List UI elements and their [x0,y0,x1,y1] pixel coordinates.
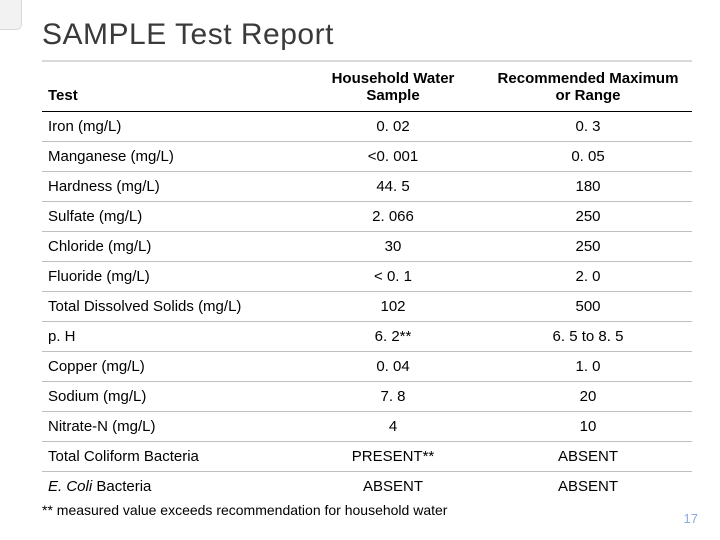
cell-sample: 30 [302,231,484,261]
test-report-table: Test Household Water Sample Recommended … [42,66,692,501]
cell-recommended: ABSENT [484,441,692,471]
cell-test: Hardness (mg/L) [42,171,302,201]
cell-test: Nitrate-N (mg/L) [42,411,302,441]
cell-recommended: 180 [484,171,692,201]
cell-test: Total Dissolved Solids (mg/L) [42,291,302,321]
cell-recommended: 500 [484,291,692,321]
table-row: Copper (mg/L)0. 041. 0 [42,351,692,381]
page-title: SAMPLE Test Report [42,18,692,52]
table-row: Manganese (mg/L)<0. 0010. 05 [42,141,692,171]
cell-sample: 44. 5 [302,171,484,201]
cell-sample: 2. 066 [302,201,484,231]
cell-test: Manganese (mg/L) [42,141,302,171]
cell-sample: ABSENT [302,471,484,501]
side-tab [0,0,22,30]
cell-test: Copper (mg/L) [42,351,302,381]
cell-test: Iron (mg/L) [42,111,302,141]
cell-test: Total Coliform Bacteria [42,441,302,471]
cell-sample: 0. 02 [302,111,484,141]
cell-test: E. Coli Bacteria [42,471,302,501]
cell-recommended: 6. 5 to 8. 5 [484,321,692,351]
table-row: Sulfate (mg/L)2. 066250 [42,201,692,231]
page-number: 17 [684,511,698,526]
table-row: E. Coli BacteriaABSENTABSENT [42,471,692,501]
cell-test: Sodium (mg/L) [42,381,302,411]
cell-test: Chloride (mg/L) [42,231,302,261]
title-rule [42,60,692,62]
cell-recommended: 2. 0 [484,261,692,291]
table-row: Total Coliform BacteriaPRESENT**ABSENT [42,441,692,471]
slide: SAMPLE Test Report Test Household Water … [0,0,720,540]
col-header-sample: Household Water Sample [302,66,484,111]
cell-recommended: 20 [484,381,692,411]
cell-recommended: 0. 3 [484,111,692,141]
cell-sample: 6. 2** [302,321,484,351]
cell-recommended: ABSENT [484,471,692,501]
table-row: Nitrate-N (mg/L)410 [42,411,692,441]
cell-recommended: 250 [484,231,692,261]
cell-test: Fluoride (mg/L) [42,261,302,291]
cell-sample: 4 [302,411,484,441]
table-row: Sodium (mg/L)7. 820 [42,381,692,411]
col-header-test: Test [42,66,302,111]
table-row: p. H6. 2**6. 5 to 8. 5 [42,321,692,351]
table-row: Hardness (mg/L)44. 5180 [42,171,692,201]
table-row: Iron (mg/L)0. 020. 3 [42,111,692,141]
cell-test: p. H [42,321,302,351]
cell-sample: 7. 8 [302,381,484,411]
cell-sample: 0. 04 [302,351,484,381]
footnote: ** measured value exceeds recommendation… [42,502,447,518]
cell-sample: <0. 001 [302,141,484,171]
cell-recommended: 0. 05 [484,141,692,171]
table-row: Fluoride (mg/L)< 0. 12. 0 [42,261,692,291]
cell-sample: 102 [302,291,484,321]
table-row: Total Dissolved Solids (mg/L)102500 [42,291,692,321]
table-header-row: Test Household Water Sample Recommended … [42,66,692,111]
cell-recommended: 1. 0 [484,351,692,381]
col-header-recommended: Recommended Maximum or Range [484,66,692,111]
cell-sample: PRESENT** [302,441,484,471]
cell-test: Sulfate (mg/L) [42,201,302,231]
cell-recommended: 10 [484,411,692,441]
table-row: Chloride (mg/L)30250 [42,231,692,261]
cell-recommended: 250 [484,201,692,231]
cell-sample: < 0. 1 [302,261,484,291]
